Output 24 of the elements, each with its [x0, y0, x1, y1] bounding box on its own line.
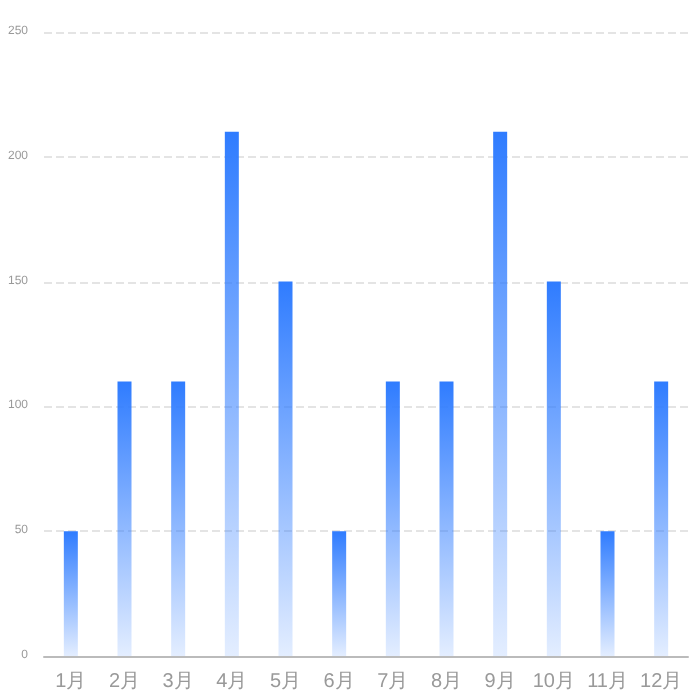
bar [224, 131, 239, 656]
x-tick-label: 8月 [430, 671, 463, 693]
x-tick-label: 11月 [587, 671, 628, 693]
x-tick-label: 2月 [108, 671, 141, 693]
bar [546, 281, 561, 656]
bar [600, 531, 615, 656]
x-tick-label: 7月 [377, 671, 409, 693]
bar [171, 381, 186, 656]
x-tick-label: 9月 [484, 671, 516, 693]
bar [278, 281, 293, 656]
x-tick-label: 5月 [269, 671, 302, 693]
bar [332, 531, 347, 656]
bar [63, 531, 78, 656]
bar [117, 381, 132, 656]
bar [654, 381, 669, 656]
x-tick-label: 10月 [532, 671, 575, 693]
x-tick-label: 3月 [162, 671, 194, 693]
x-tick-label: 6月 [323, 671, 355, 693]
bar [439, 381, 454, 656]
x-tick-label: 12月 [640, 671, 683, 693]
x-tick-label: 4月 [216, 671, 248, 693]
bar [493, 131, 508, 656]
bar [385, 381, 400, 656]
x-tick-label: 1月 [55, 671, 87, 693]
